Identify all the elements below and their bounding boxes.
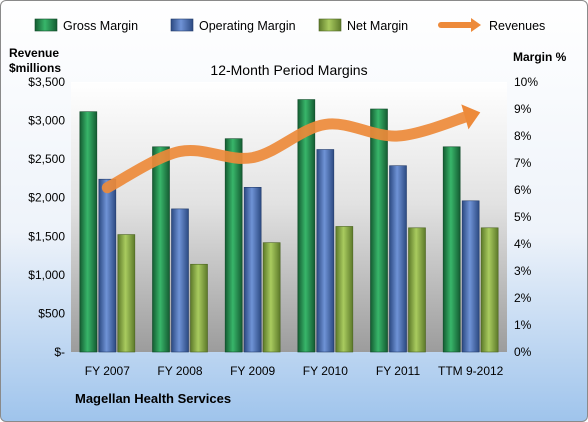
revenue-line [101,104,481,194]
left-tick-label: $3,500 [28,75,65,89]
right-tick-label: 2% [514,291,532,305]
right-tick-label: 7% [514,156,532,170]
category-label: FY 2010 [303,364,348,378]
left-tick-label: $- [54,345,65,359]
legend-swatch [170,18,194,32]
right-tick-label: 8% [514,129,532,143]
company-name: Magellan Health Services [75,391,231,406]
bar-gross-margin [224,138,243,353]
left-tick-label: $3,000 [28,114,65,128]
right-axis-ticks: 0% 1% 2% 3% 4% 5% 6% 7% 8% 9% 10% [514,75,538,359]
chart-title: 12-Month Period Margins [210,62,367,78]
legend-arrow [471,18,481,32]
bar-net-margin [190,263,208,353]
bar-operating-margin [316,149,335,353]
legend-label: Net Margin [347,19,408,33]
bar-gross-margin [297,99,316,353]
left-tick-label: $2,500 [28,152,65,166]
left-tick-label: $1,500 [28,229,65,243]
category-label: FY 2009 [230,364,275,378]
legend: Gross Margin Operating Margin Net Margin Re… [34,18,545,33]
left-axis-ticks: $- $500 $1,000 $1,500 $2,000 $2,500 $3,000 $3,5… [28,75,65,359]
legend-label: Gross Margin [63,19,138,33]
legend-swatch [318,18,342,32]
right-tick-label: 6% [514,183,532,197]
left-tick-label: $500 [38,306,65,320]
left-axis-label-line2: $millions [9,61,61,75]
bar-operating-margin [389,165,407,353]
category-label: FY 2007 [85,364,130,378]
legend-label: Operating Margin [199,19,296,33]
category-label: TTM 9-2012 [438,364,504,378]
bar-net-margin [262,242,281,353]
bar-net-margin [117,234,136,353]
left-tick-label: $1,000 [28,268,65,282]
legend-swatch [34,18,58,32]
category-label: FY 2008 [157,364,202,378]
bar-net-margin [335,226,354,353]
bar-operating-margin [243,187,262,353]
bar-gross-margin [79,111,98,353]
revenue-arrowhead [461,104,481,130]
bar-gross-margin [370,108,388,353]
legend-label: Revenues [489,19,545,33]
bar-operating-margin [461,200,480,353]
bar-gross-margin [152,146,170,353]
bar-gross-margin [442,146,461,353]
right-tick-label: 1% [514,318,532,332]
bars [79,99,499,353]
right-tick-label: 3% [514,264,532,278]
right-tick-label: 5% [514,210,532,224]
right-tick-label: 4% [514,237,532,251]
left-axis-label-line1: Revenue [9,46,59,60]
category-labels: FY 2007 FY 2008 FY 2009 FY 2010 FY 2011 TTM 9… [85,364,504,378]
revenue-line-path [101,109,477,194]
right-tick-label: 10% [514,75,538,89]
bar-operating-margin [98,178,117,353]
bar-net-margin [408,227,426,353]
right-tick-label: 0% [514,345,532,359]
category-label: FY 2011 [376,364,421,378]
left-tick-label: $2,000 [28,191,65,205]
bar-net-margin [480,227,499,353]
right-axis-label: Margin % [513,50,567,64]
bar-operating-margin [171,208,189,353]
right-tick-label: 9% [514,102,532,116]
